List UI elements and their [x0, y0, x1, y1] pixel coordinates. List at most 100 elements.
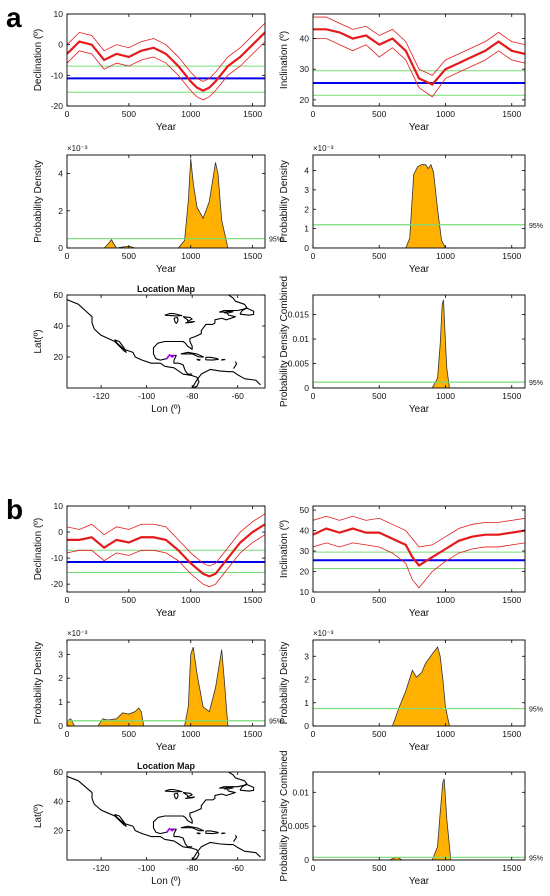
y-tick-label: 30 — [300, 64, 310, 74]
x-tick-label: 1500 — [243, 595, 262, 605]
coastline — [185, 796, 195, 799]
y-tick-label: 0 — [58, 721, 63, 731]
y-tick-label: 3 — [304, 185, 309, 195]
plot-area — [313, 299, 525, 388]
x-axis-label: Year — [409, 264, 430, 275]
series-upper — [313, 515, 525, 548]
x-tick-label: 500 — [372, 109, 386, 119]
y-tick-label: 40 — [54, 321, 64, 331]
x-tick-label: 1000 — [436, 729, 455, 739]
x-axis-label: Year — [409, 122, 430, 133]
plot-area — [67, 295, 261, 388]
x-tick-label: 0 — [65, 729, 70, 739]
y-tick-label: 4 — [304, 166, 309, 176]
y-axis-label: Probability Density — [279, 160, 290, 243]
coastline — [67, 775, 200, 860]
plot-area — [313, 646, 525, 726]
y-tick-label: 3 — [58, 649, 63, 659]
series-mean — [313, 28, 525, 86]
coastline — [180, 351, 205, 358]
x-tick-label: 0 — [65, 595, 70, 605]
y-tick-label: 20 — [54, 826, 64, 836]
y-axis-label: Probability Density — [33, 642, 44, 725]
chart-b-inc: 0 500 1000 1500 10 20 30 40 50 Year Inclination (º… — [279, 505, 526, 619]
y-tick-label: 0.015 — [288, 310, 310, 320]
series-lower — [67, 534, 265, 588]
y-tick-label: -10 — [51, 70, 64, 80]
coastline — [239, 307, 255, 316]
x-tick-label: 0 — [65, 109, 70, 119]
site-marker — [165, 827, 175, 834]
coastline — [173, 792, 179, 800]
x-tick-label: 500 — [372, 863, 386, 873]
axes-frame — [312, 639, 526, 727]
plot-area — [67, 513, 265, 588]
coastline — [67, 299, 200, 388]
map-title: Location Map — [137, 761, 196, 771]
x-tick-label: -120 — [93, 391, 110, 401]
density-outline — [67, 647, 265, 726]
plot-area — [313, 515, 525, 589]
coastline — [233, 834, 238, 842]
map-title: Location Map — [137, 284, 196, 294]
threshold-label: 95% — [529, 223, 543, 230]
y-tick-label: 20 — [300, 567, 310, 577]
x-tick-label: 500 — [372, 251, 386, 261]
y-axis-label: Probability Density — [33, 160, 44, 243]
y-tick-label: 0 — [304, 243, 309, 253]
x-axis-label: Year — [409, 608, 430, 619]
coastline — [152, 295, 248, 375]
chart-a-pdi: 95% 0 500 1000 1500 0 1 2 3 4 Year Probability Dens… — [279, 144, 543, 275]
x-axis-label: Year — [156, 122, 177, 133]
y-tick-label: 60 — [54, 767, 64, 777]
coastline — [191, 368, 261, 388]
coastline — [221, 358, 226, 361]
x-axis-label: Year — [156, 742, 177, 753]
y-tick-label: 20 — [54, 352, 64, 362]
density-outline — [313, 778, 525, 860]
series-lower — [313, 542, 525, 589]
density-outline — [313, 646, 525, 726]
x-tick-label: 1500 — [502, 109, 521, 119]
x-tick-label: 500 — [122, 109, 136, 119]
x-axis-label: Lon (º) — [151, 876, 181, 887]
density-fill — [67, 647, 265, 726]
x-tick-label: 1500 — [502, 251, 521, 261]
axes-frame — [312, 13, 526, 107]
x-tick-label: 1000 — [181, 595, 200, 605]
x-tick-label: 0 — [65, 251, 70, 261]
coastline — [182, 791, 193, 798]
coastline — [191, 841, 261, 860]
x-tick-label: 1000 — [436, 595, 455, 605]
y-tick-label: 2 — [58, 673, 63, 683]
axes-frame — [66, 505, 266, 593]
density-outline — [313, 163, 525, 248]
x-tick-label: -80 — [186, 391, 199, 401]
series-mean — [67, 523, 265, 578]
chart-b-dec: 0 500 1000 1500 -20 -10 0 10 Year Declination (º) — [33, 501, 266, 619]
x-tick-label: 1000 — [181, 109, 200, 119]
x-tick-label: 0 — [311, 251, 316, 261]
x-tick-label: 1500 — [502, 391, 521, 401]
plot-area — [67, 647, 265, 726]
y-tick-label: 20 — [300, 95, 310, 105]
coastline — [223, 310, 234, 314]
y-axis-label: Lat(º) — [33, 329, 44, 353]
x-tick-label: 500 — [372, 595, 386, 605]
series-mean — [67, 31, 265, 92]
y-tick-label: 40 — [54, 796, 64, 806]
plot-area — [67, 22, 265, 101]
x-tick-label: 500 — [372, 729, 386, 739]
y-tick-label: 4 — [58, 169, 63, 179]
panel-label-a: a — [6, 2, 22, 33]
chart-b-map: Location Map -120 -100 -80 -60 20 40 60 Lon (º) L… — [33, 761, 266, 887]
axes-frame — [66, 639, 266, 727]
plot-area — [313, 16, 525, 98]
x-tick-label: 0 — [311, 391, 316, 401]
chart-b-pdc: 95% 0 500 1000 1500 0 0.005 0.01 Year Probability… — [279, 750, 543, 887]
density-outline — [67, 158, 265, 248]
y-tick-label: -20 — [51, 101, 64, 111]
x-tick-label: -120 — [93, 863, 110, 873]
y-tick-label: 1 — [58, 697, 63, 707]
plot-area — [67, 772, 261, 860]
